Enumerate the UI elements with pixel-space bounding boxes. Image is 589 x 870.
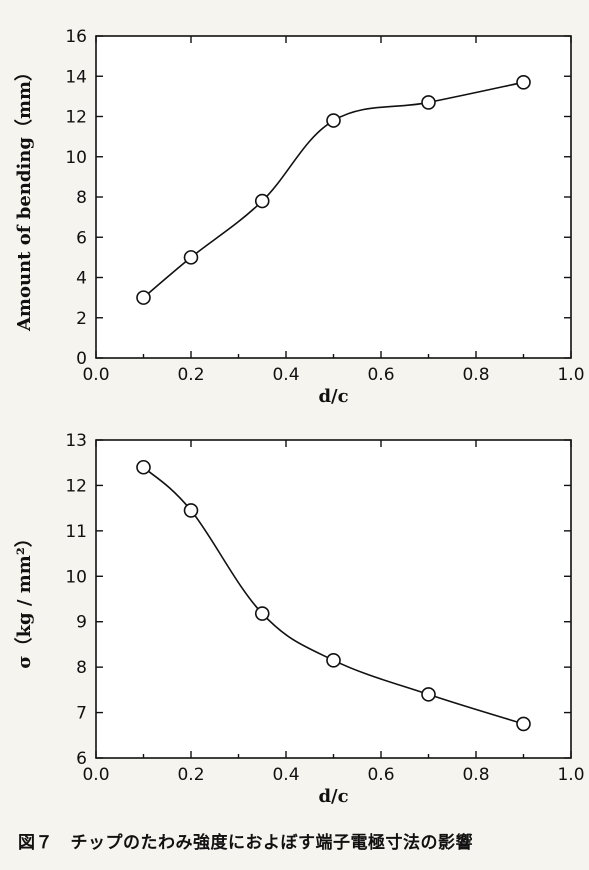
lower-y-tick-label: 10 (65, 567, 87, 587)
lower-y-tick-label: 8 (76, 658, 87, 678)
lower-plot-frame (95, 439, 572, 759)
upper-data-point (136, 290, 151, 305)
upper-y-tick-label: 2 (76, 309, 87, 329)
upper-x-axis-title: d/c (318, 386, 348, 407)
upper-data-point (183, 250, 199, 265)
upper-x-tick-label: 1.0 (557, 365, 584, 385)
upper-x-tick-label: 0.0 (82, 365, 109, 385)
upper-chart: 0.0 0.2 0.4 0.6 0.8 1.0 0 2 4 6 8 10 12 14 16 d/c Amount… (14, 27, 585, 407)
lower-x-axis-title: d/c (318, 786, 348, 807)
lower-y-tick-label: 12 (65, 476, 87, 496)
upper-x-tick-label: 0.2 (177, 365, 204, 385)
lower-y-tick-label: 7 (76, 704, 87, 724)
upper-data-point (421, 95, 436, 110)
upper-y-tick-label: 4 (76, 269, 87, 289)
upper-plot-frame (95, 35, 572, 359)
lower-y-tick-label: 9 (76, 613, 87, 633)
upper-y-tick-label: 12 (65, 108, 87, 128)
lower-data-point (326, 653, 341, 668)
lower-data-point (516, 716, 531, 732)
lower-x-tick-label: 0.4 (272, 765, 299, 785)
figure-caption: 図７ チップのたわみ強度におよぼす端子電極寸法の影響 (18, 833, 473, 853)
lower-x-tick-label: 0.2 (177, 765, 204, 785)
lower-x-tick-label: 0.8 (462, 765, 489, 785)
lower-y-axis-title: σ（kg / mm²） (14, 529, 35, 668)
lower-chart: 0.0 0.2 0.4 0.6 0.8 1.0 6 7 8 9 10 11 12 13 d/c σ（kg / … (14, 431, 585, 807)
lower-y-tick-label: 6 (76, 749, 87, 769)
lower-x-tick-label: 0.6 (367, 765, 394, 785)
upper-data-point (516, 74, 531, 90)
upper-y-axis-title: Amount of bending（mm） (14, 63, 35, 332)
lower-x-tick-label: 0.0 (82, 765, 109, 785)
lower-y-tick-label: 13 (65, 431, 87, 451)
upper-x-tick-label: 0.4 (272, 365, 299, 385)
lower-x-tick-label: 1.0 (557, 765, 584, 785)
upper-data-point (254, 193, 270, 209)
lower-data-point (183, 503, 199, 518)
upper-y-tick-label: 8 (76, 188, 87, 208)
lower-data-point (136, 459, 151, 475)
upper-data-point (326, 113, 341, 128)
lower-data-point (254, 606, 270, 621)
lower-y-tick-label: 11 (65, 522, 87, 542)
upper-y-tick-label: 6 (76, 228, 87, 248)
upper-x-tick-label: 0.6 (367, 365, 394, 385)
upper-y-tick-label: 10 (65, 148, 87, 168)
upper-y-tick-label: 16 (65, 27, 87, 47)
upper-y-tick-label: 14 (65, 67, 87, 87)
upper-x-tick-label: 0.8 (462, 365, 489, 385)
lower-data-point (421, 687, 436, 702)
upper-y-tick-label: 0 (76, 349, 87, 369)
